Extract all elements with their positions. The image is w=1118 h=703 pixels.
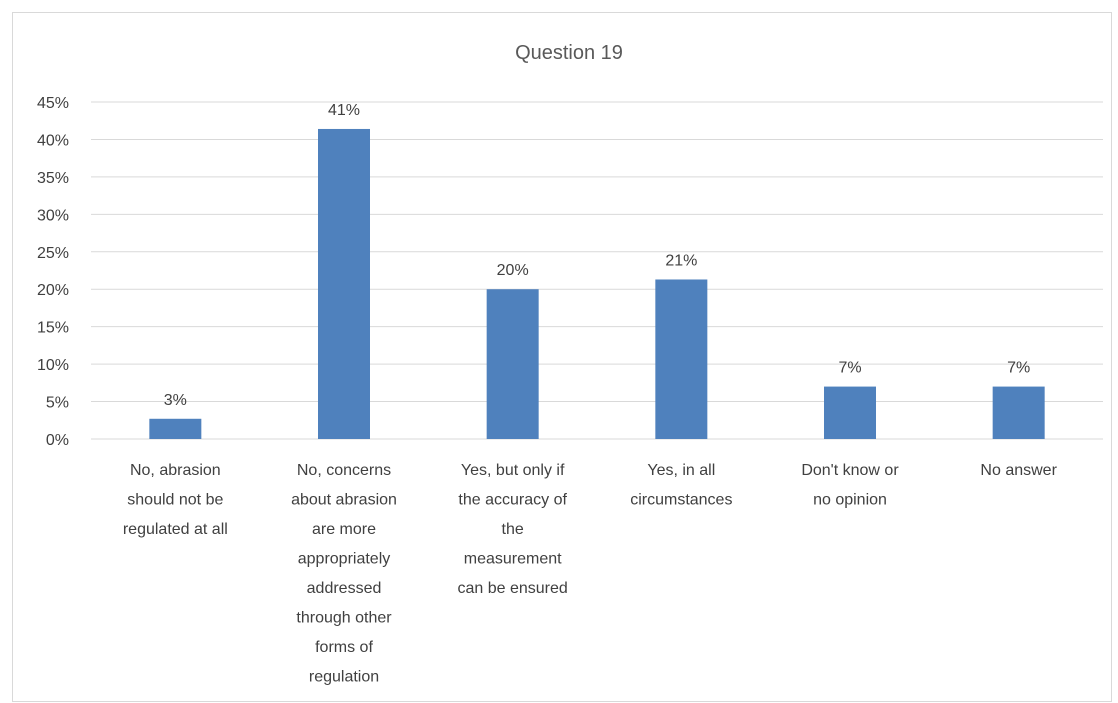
x-axis-category-labels: No, abrasion should not be regulated at al…: [123, 462, 1058, 686]
y-tick-label: 15%: [37, 320, 69, 337]
y-tick-label: 30%: [37, 207, 69, 224]
gridlines: [91, 101, 1103, 440]
data-label: 3%: [164, 392, 187, 409]
bar: [318, 128, 370, 439]
x-tick-label: No, abrasion should not be regulated at al…: [123, 462, 228, 538]
bar: [824, 386, 876, 439]
x-tick-label: No answer: [980, 462, 1057, 479]
bar: [655, 279, 708, 439]
bar-chart: Question 19 0% 5% 10% 15% 20% 25% 30% 35% 40% 45%…: [37, 42, 1103, 686]
y-axis-tick-labels: 0% 5% 10% 15% 20% 25% 30% 35% 40% 45%: [37, 95, 69, 449]
y-tick-label: 25%: [37, 245, 69, 262]
y-tick-label: 40%: [37, 132, 69, 149]
bar: [992, 386, 1045, 439]
y-tick-label: 10%: [37, 357, 69, 374]
chart-frame: Question 19 0% 5% 10% 15% 20% 25% 30% 35% 40% 45%…: [12, 12, 1112, 702]
bar: [486, 289, 539, 439]
data-label: 41%: [328, 102, 360, 119]
data-label: 7%: [838, 360, 861, 377]
data-label: 21%: [665, 252, 697, 269]
x-tick-label: No, concerns about abrasion are more approp…: [291, 462, 397, 686]
y-tick-label: 45%: [37, 95, 69, 112]
x-tick-label: Yes, but only if the accuracy of the measur…: [458, 462, 568, 597]
y-tick-label: 0%: [46, 432, 69, 449]
y-tick-label: 20%: [37, 282, 69, 299]
x-tick-label: Yes, in all circumstances: [630, 462, 732, 509]
x-tick-label: Don't know or no opinion: [801, 462, 899, 509]
y-tick-label: 35%: [37, 170, 69, 187]
y-tick-label: 5%: [46, 395, 69, 412]
data-labels: 3% 41% 20% 21% 7% 7%: [164, 102, 1030, 409]
bar: [149, 418, 202, 439]
data-label: 20%: [497, 262, 529, 279]
bars: [149, 128, 1045, 439]
chart-title: Question 19: [515, 42, 623, 64]
data-label: 7%: [1007, 360, 1030, 377]
